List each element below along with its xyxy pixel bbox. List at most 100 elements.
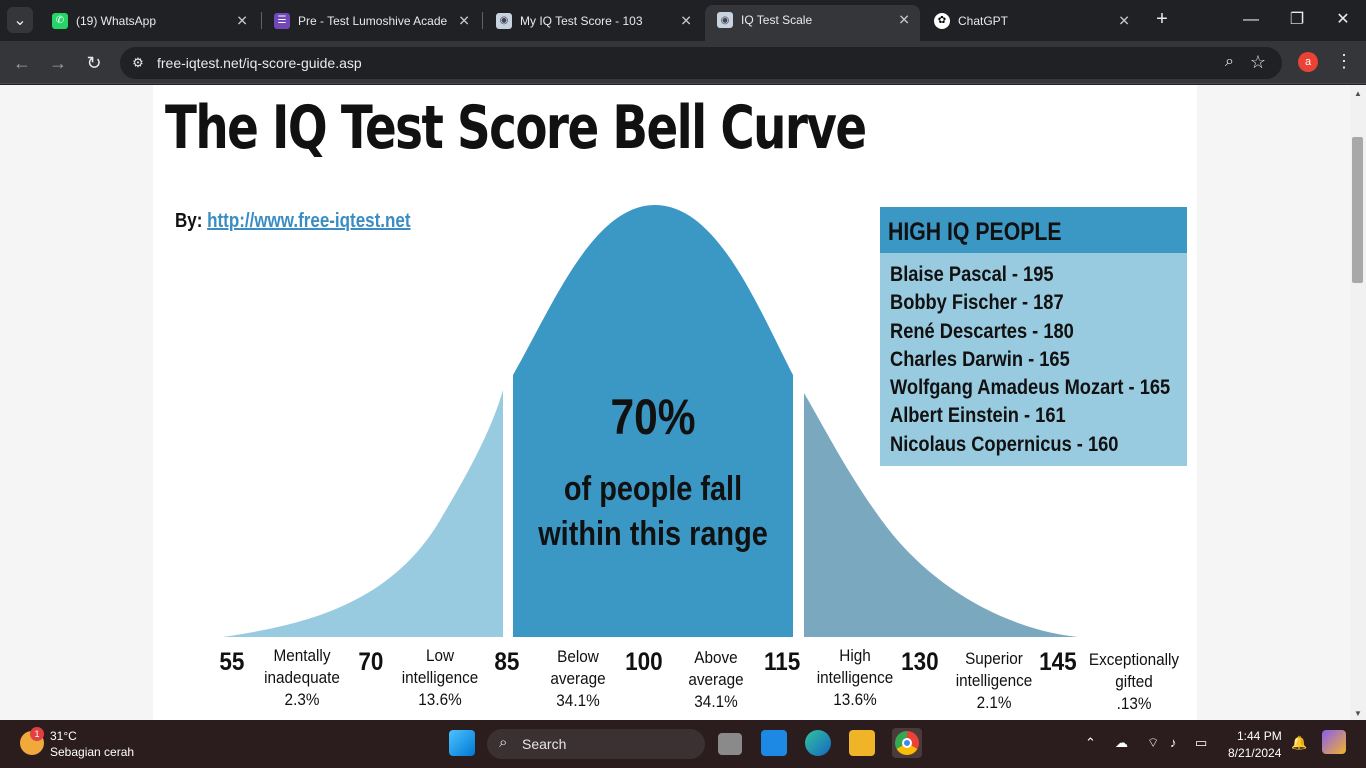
high-iq-heading: HIGH IQ PEOPLE xyxy=(880,207,1187,253)
cloud-icon[interactable]: ☁ xyxy=(1115,735,1128,750)
high-iq-people-panel: HIGH IQ PEOPLE Blaise Pascal - 195 Bobby… xyxy=(880,207,1187,466)
taskbar-search[interactable]: ⌕ Search xyxy=(487,729,705,759)
back-button[interactable]: ← xyxy=(10,51,34,75)
list-item: Wolfgang Amadeus Mozart - 165 xyxy=(890,376,1171,400)
battery-icon[interactable]: ▭ xyxy=(1195,735,1208,750)
score-label: 130 xyxy=(901,648,939,676)
restore-icon: ❐ xyxy=(1289,11,1305,28)
tab-lumoshive[interactable]: ☰ Pre - Test Lumoshive Academy ✕ xyxy=(262,6,480,35)
scrollbar-thumb[interactable] xyxy=(1352,137,1363,283)
category-label: Exceptionally gifted .13% xyxy=(1088,650,1180,713)
menu-kebab-icon[interactable]: ⋮ xyxy=(1335,51,1353,71)
tab-title: Pre - Test Lumoshive Academy xyxy=(298,13,448,28)
tab-search-button[interactable]: ⌄ xyxy=(7,7,33,33)
tab-whatsapp[interactable]: ✆ (19) WhatsApp ✕ xyxy=(40,6,258,35)
restore-button[interactable]: ❐ xyxy=(1282,8,1312,32)
source-link[interactable]: http://www.free-iqtest.net xyxy=(207,210,411,232)
chevron-down-icon: ⌄ xyxy=(13,12,27,29)
search-icon: ⌕ xyxy=(499,734,508,751)
center-percent: 70% xyxy=(610,389,696,445)
list-item: Blaise Pascal - 195 xyxy=(890,263,1054,286)
score-label: 145 xyxy=(1039,648,1077,676)
byline: By: http://www.free-iqtest.net xyxy=(175,210,411,232)
tab-title: My IQ Test Score - 103 xyxy=(520,13,643,28)
new-tab-button[interactable]: + xyxy=(1150,8,1174,32)
vertical-scrollbar[interactable]: ▲ ▼ xyxy=(1350,85,1366,720)
forms-icon: ☰ xyxy=(274,12,290,29)
bookmark-star-icon[interactable]: ☆ xyxy=(1249,52,1266,72)
score-label: 55 xyxy=(219,648,245,676)
page-viewport: The IQ Test Score Bell Curve By: http://… xyxy=(0,85,1350,720)
edge-icon[interactable] xyxy=(805,730,831,756)
site-info-icon[interactable]: ⚙ xyxy=(132,55,144,70)
close-icon[interactable]: ✕ xyxy=(458,12,470,28)
clock-time[interactable]: 1:44 PM xyxy=(1237,729,1282,743)
tab-title: IQ Test Scale xyxy=(741,13,813,27)
scroll-up-icon[interactable]: ▲ xyxy=(1354,89,1362,98)
wifi-icon[interactable]: ⌔ xyxy=(1147,735,1160,750)
list-item: Albert Einstein - 161 xyxy=(890,404,1066,428)
tab-my-iq-score[interactable]: ◉ My IQ Test Score - 103 ✕ xyxy=(484,6,702,35)
high-iq-list: Blaise Pascal - 195 Bobby Fischer - 187 … xyxy=(880,253,1187,459)
chatgpt-icon: ✿ xyxy=(934,12,950,29)
category-label: Below average 34.1% xyxy=(550,647,606,710)
center-caption: of people fall within this range xyxy=(538,470,768,553)
close-icon[interactable]: ✕ xyxy=(1118,12,1130,28)
list-item: Nicolaus Copernicus - 160 xyxy=(890,432,1119,456)
profile-avatar[interactable]: a xyxy=(1298,52,1318,72)
copilot-icon[interactable] xyxy=(1322,730,1346,754)
close-icon: ✕ xyxy=(1336,11,1350,28)
category-label: Superior intelligence 2.1% xyxy=(955,649,1033,712)
forward-button[interactable]: → xyxy=(46,51,70,75)
tab-strip: ⌄ ✆ (19) WhatsApp ✕ ☰ Pre - Test Lumoshi… xyxy=(0,0,1366,41)
scroll-down-icon[interactable]: ▼ xyxy=(1354,709,1362,718)
close-icon[interactable]: ✕ xyxy=(236,12,248,28)
close-window-button[interactable]: ✕ xyxy=(1328,8,1358,32)
microsoft-store-icon[interactable] xyxy=(761,730,787,756)
close-icon[interactable]: ✕ xyxy=(898,11,910,28)
close-icon[interactable]: ✕ xyxy=(680,12,692,28)
zoom-icon[interactable]: ⌕ xyxy=(1225,53,1234,70)
category-label: Low intelligence 13.6% xyxy=(401,646,479,709)
page-title: The IQ Test Score Bell Curve xyxy=(165,93,867,163)
reload-button[interactable]: ↻ xyxy=(82,51,106,75)
weather-description[interactable]: Sebagian cerah xyxy=(50,745,135,759)
chevron-up-icon[interactable]: ⌃ xyxy=(1085,735,1096,750)
volume-icon[interactable]: ♪ xyxy=(1170,735,1177,750)
score-label: 85 xyxy=(494,648,520,676)
address-bar[interactable]: ⚙ free-iqtest.net/iq-score-guide.asp ⌕ ☆ xyxy=(120,47,1282,79)
iq-bell-curve-infographic: The IQ Test Score Bell Curve By: http://… xyxy=(153,85,1197,720)
weather-temperature[interactable]: 31°C xyxy=(50,729,77,743)
windows-start-icon[interactable] xyxy=(449,730,475,756)
minimize-icon: — xyxy=(1243,11,1259,28)
chrome-icon[interactable] xyxy=(892,728,922,758)
score-label: 70 xyxy=(358,648,384,676)
reload-icon: ↻ xyxy=(86,53,102,73)
bell-curve-graphic xyxy=(223,205,1078,637)
iq-brain-icon: ◉ xyxy=(496,12,512,29)
taskbar: 1 31°C Sebagian cerah ⌕ Search ⌃ ☁ ⌔ ♪ ▭… xyxy=(0,720,1366,768)
tab-title: ChatGPT xyxy=(958,13,1009,28)
notification-bell-icon[interactable]: 🔔 xyxy=(1291,735,1308,750)
center-band-region xyxy=(513,205,793,637)
arrow-left-icon: ← xyxy=(13,53,31,73)
left-tail-region xyxy=(223,390,503,637)
tab-iq-test-scale[interactable]: ◉ IQ Test Scale ✕ xyxy=(705,5,920,41)
right-tail-region xyxy=(804,393,1078,637)
minimize-button[interactable]: — xyxy=(1236,8,1266,32)
category-label: Above average 34.1% xyxy=(688,648,744,711)
score-label: 100 xyxy=(625,648,663,676)
score-label: 115 xyxy=(764,648,801,676)
task-view-icon[interactable] xyxy=(718,733,742,755)
iq-brain-icon: ◉ xyxy=(717,12,733,28)
plus-icon: + xyxy=(1156,8,1168,30)
file-explorer-icon[interactable] xyxy=(849,730,875,756)
url-text[interactable]: free-iqtest.net/iq-score-guide.asp xyxy=(157,55,362,71)
notification-badge: 1 xyxy=(30,727,44,741)
whatsapp-icon: ✆ xyxy=(52,12,68,29)
clock-date[interactable]: 8/21/2024 xyxy=(1228,746,1282,760)
tab-title: (19) WhatsApp xyxy=(76,13,157,28)
tab-chatgpt[interactable]: ✿ ChatGPT ✕ xyxy=(922,6,1140,35)
category-label: High intelligence 13.6% xyxy=(816,646,894,709)
list-item: Bobby Fischer - 187 xyxy=(890,291,1064,315)
